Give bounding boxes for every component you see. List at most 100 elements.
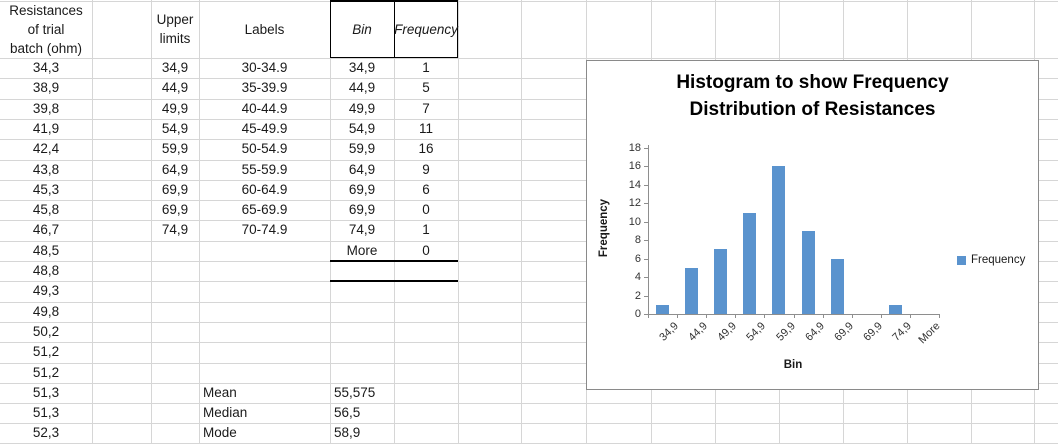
header-frequency[interactable]: Frequency [394, 21, 458, 37]
cell-resistance[interactable]: 51,2 [32, 344, 60, 360]
header-upper-limits[interactable]: Upper limits [156, 12, 194, 46]
grid-line [0, 342, 1058, 344]
bar[interactable] [656, 304, 670, 314]
cell-upper-limit[interactable]: 59,9 [161, 141, 189, 157]
y-axis-line [648, 145, 649, 315]
cell-bin[interactable]: 34,9 [348, 60, 376, 76]
grid-line [0, 261, 1058, 262]
cell-resistance[interactable]: 50,2 [32, 323, 60, 339]
grid-line [0, 139, 1058, 141]
cell-resistance[interactable]: 43,8 [32, 161, 60, 177]
cell-bin-label[interactable]: 50-54.9 [241, 141, 288, 157]
cell-bin-label[interactable]: 45-49.9 [241, 120, 288, 136]
cell-upper-limit[interactable]: 49,9 [161, 100, 189, 116]
cell-frequency[interactable]: 16 [418, 141, 434, 157]
cell-resistance[interactable]: 41,9 [32, 120, 60, 136]
cell-resistance[interactable]: 34,3 [32, 60, 60, 76]
cell-upper-limit[interactable]: 64,9 [161, 161, 189, 177]
cell-resistance[interactable]: 42,4 [32, 141, 60, 157]
grid-line [0, 118, 1058, 120]
cell-stat-value[interactable]: 55,575 [334, 384, 376, 400]
bar[interactable] [801, 231, 815, 314]
x-axis-tick [793, 314, 795, 318]
cell-bin[interactable]: 64,9 [348, 161, 376, 177]
cell-bin[interactable]: 74,9 [348, 222, 376, 238]
cell-stat-label[interactable]: Median [203, 405, 248, 421]
cell-stat-label[interactable]: Mean [203, 384, 237, 400]
cell-frequency[interactable]: 5 [422, 80, 430, 96]
cell-bin[interactable]: 54,9 [348, 120, 376, 136]
cell-frequency[interactable]: 7 [422, 100, 430, 116]
cell-bin[interactable]: 59,9 [348, 141, 376, 157]
header-labels[interactable]: Labels [244, 21, 285, 37]
cell-upper-limit[interactable]: 69,9 [161, 202, 189, 218]
y-axis-tick [644, 221, 648, 223]
y-tick-label: 0 [634, 308, 641, 320]
bar[interactable] [888, 304, 902, 314]
cell-bin-label[interactable]: 70-74.9 [241, 222, 288, 238]
cell-resistance[interactable]: 45,8 [32, 202, 60, 218]
cell-bin[interactable]: 44,9 [348, 80, 376, 96]
bar[interactable] [714, 249, 728, 314]
cell-upper-limit[interactable]: 69,9 [161, 181, 189, 197]
cell-upper-limit[interactable]: 44,9 [161, 80, 189, 96]
cell-bin-label[interactable]: 55-59.9 [241, 161, 288, 177]
legend[interactable]: Frequency [957, 254, 1025, 266]
bar[interactable] [743, 212, 757, 314]
cell-upper-limit[interactable]: 34,9 [161, 60, 189, 76]
cell-resistance[interactable]: 51,2 [32, 364, 60, 380]
cell-resistance[interactable]: 45,3 [32, 181, 60, 197]
chart-title-line2: Distribution of Resistances [689, 99, 936, 120]
grid-line [0, 1, 1058, 2]
cell-resistance[interactable]: 52,3 [32, 425, 60, 441]
cell-bin[interactable]: More [346, 242, 378, 258]
x-axis-tick [909, 314, 911, 318]
cell-resistance[interactable]: 49,8 [32, 303, 60, 319]
cell-border [330, 259, 458, 262]
cell-frequency[interactable]: 9 [422, 161, 430, 177]
y-axis-tick [644, 184, 648, 186]
cell-resistance[interactable]: 48,5 [32, 242, 60, 258]
x-tick-label: 74,9 [890, 320, 914, 344]
cell-upper-limit[interactable]: 74,9 [161, 222, 189, 238]
cell-resistance[interactable]: 38,9 [32, 80, 60, 96]
cell-stat-value[interactable]: 58,9 [334, 425, 361, 441]
cell-bin-label[interactable]: 60-64.9 [241, 181, 288, 197]
cell-bin[interactable]: 69,9 [348, 181, 376, 197]
cell-bin-label[interactable]: 65-69.9 [241, 202, 288, 218]
x-axis-tick [880, 314, 882, 318]
cell-stat-label[interactable]: Mode [203, 425, 237, 441]
cell-bin[interactable]: 69,9 [348, 202, 376, 218]
cell-bin-label[interactable]: 40-44.9 [241, 100, 288, 116]
cell-frequency[interactable]: 0 [422, 202, 430, 218]
histogram-chart[interactable]: Histogram to show Frequency Distribution… [586, 60, 1039, 390]
cell-frequency[interactable]: 6 [422, 181, 430, 197]
bar[interactable] [772, 166, 786, 314]
cell-resistance[interactable]: 46,7 [32, 222, 60, 238]
x-tick-label: 54,9 [744, 320, 769, 344]
cell-bin[interactable]: 49,9 [348, 100, 376, 116]
cell-frequency[interactable]: 11 [418, 120, 433, 136]
cell-frequency[interactable]: 1 [422, 60, 430, 76]
grid-line [0, 78, 1058, 80]
cell-upper-limit[interactable]: 54,9 [161, 120, 189, 136]
cell-resistance[interactable]: 39,8 [32, 100, 60, 116]
bar[interactable] [685, 267, 699, 314]
cell-bin-label[interactable]: 35-39.9 [241, 80, 288, 96]
grid-line [0, 98, 1058, 100]
x-axis-tick [706, 314, 708, 318]
cell-frequency[interactable]: 0 [422, 242, 430, 258]
cell-resistance[interactable]: 49,3 [32, 283, 60, 299]
cell-frequency[interactable]: 1 [422, 222, 430, 238]
cell-border [393, 0, 395, 58]
header-resistances[interactable]: Resistances of trial batch (ohm) [9, 2, 83, 56]
cell-resistance[interactable]: 51,3 [32, 384, 60, 400]
cell-resistance[interactable]: 48,8 [32, 263, 60, 279]
bar[interactable] [830, 258, 844, 314]
cell-stat-value[interactable]: 56,5 [334, 405, 361, 421]
cell-bin-label[interactable]: 30-34.9 [241, 60, 288, 76]
header-bin[interactable]: Bin [352, 21, 372, 37]
grid-line [0, 58, 1058, 59]
cell-resistance[interactable]: 51,3 [32, 405, 60, 421]
